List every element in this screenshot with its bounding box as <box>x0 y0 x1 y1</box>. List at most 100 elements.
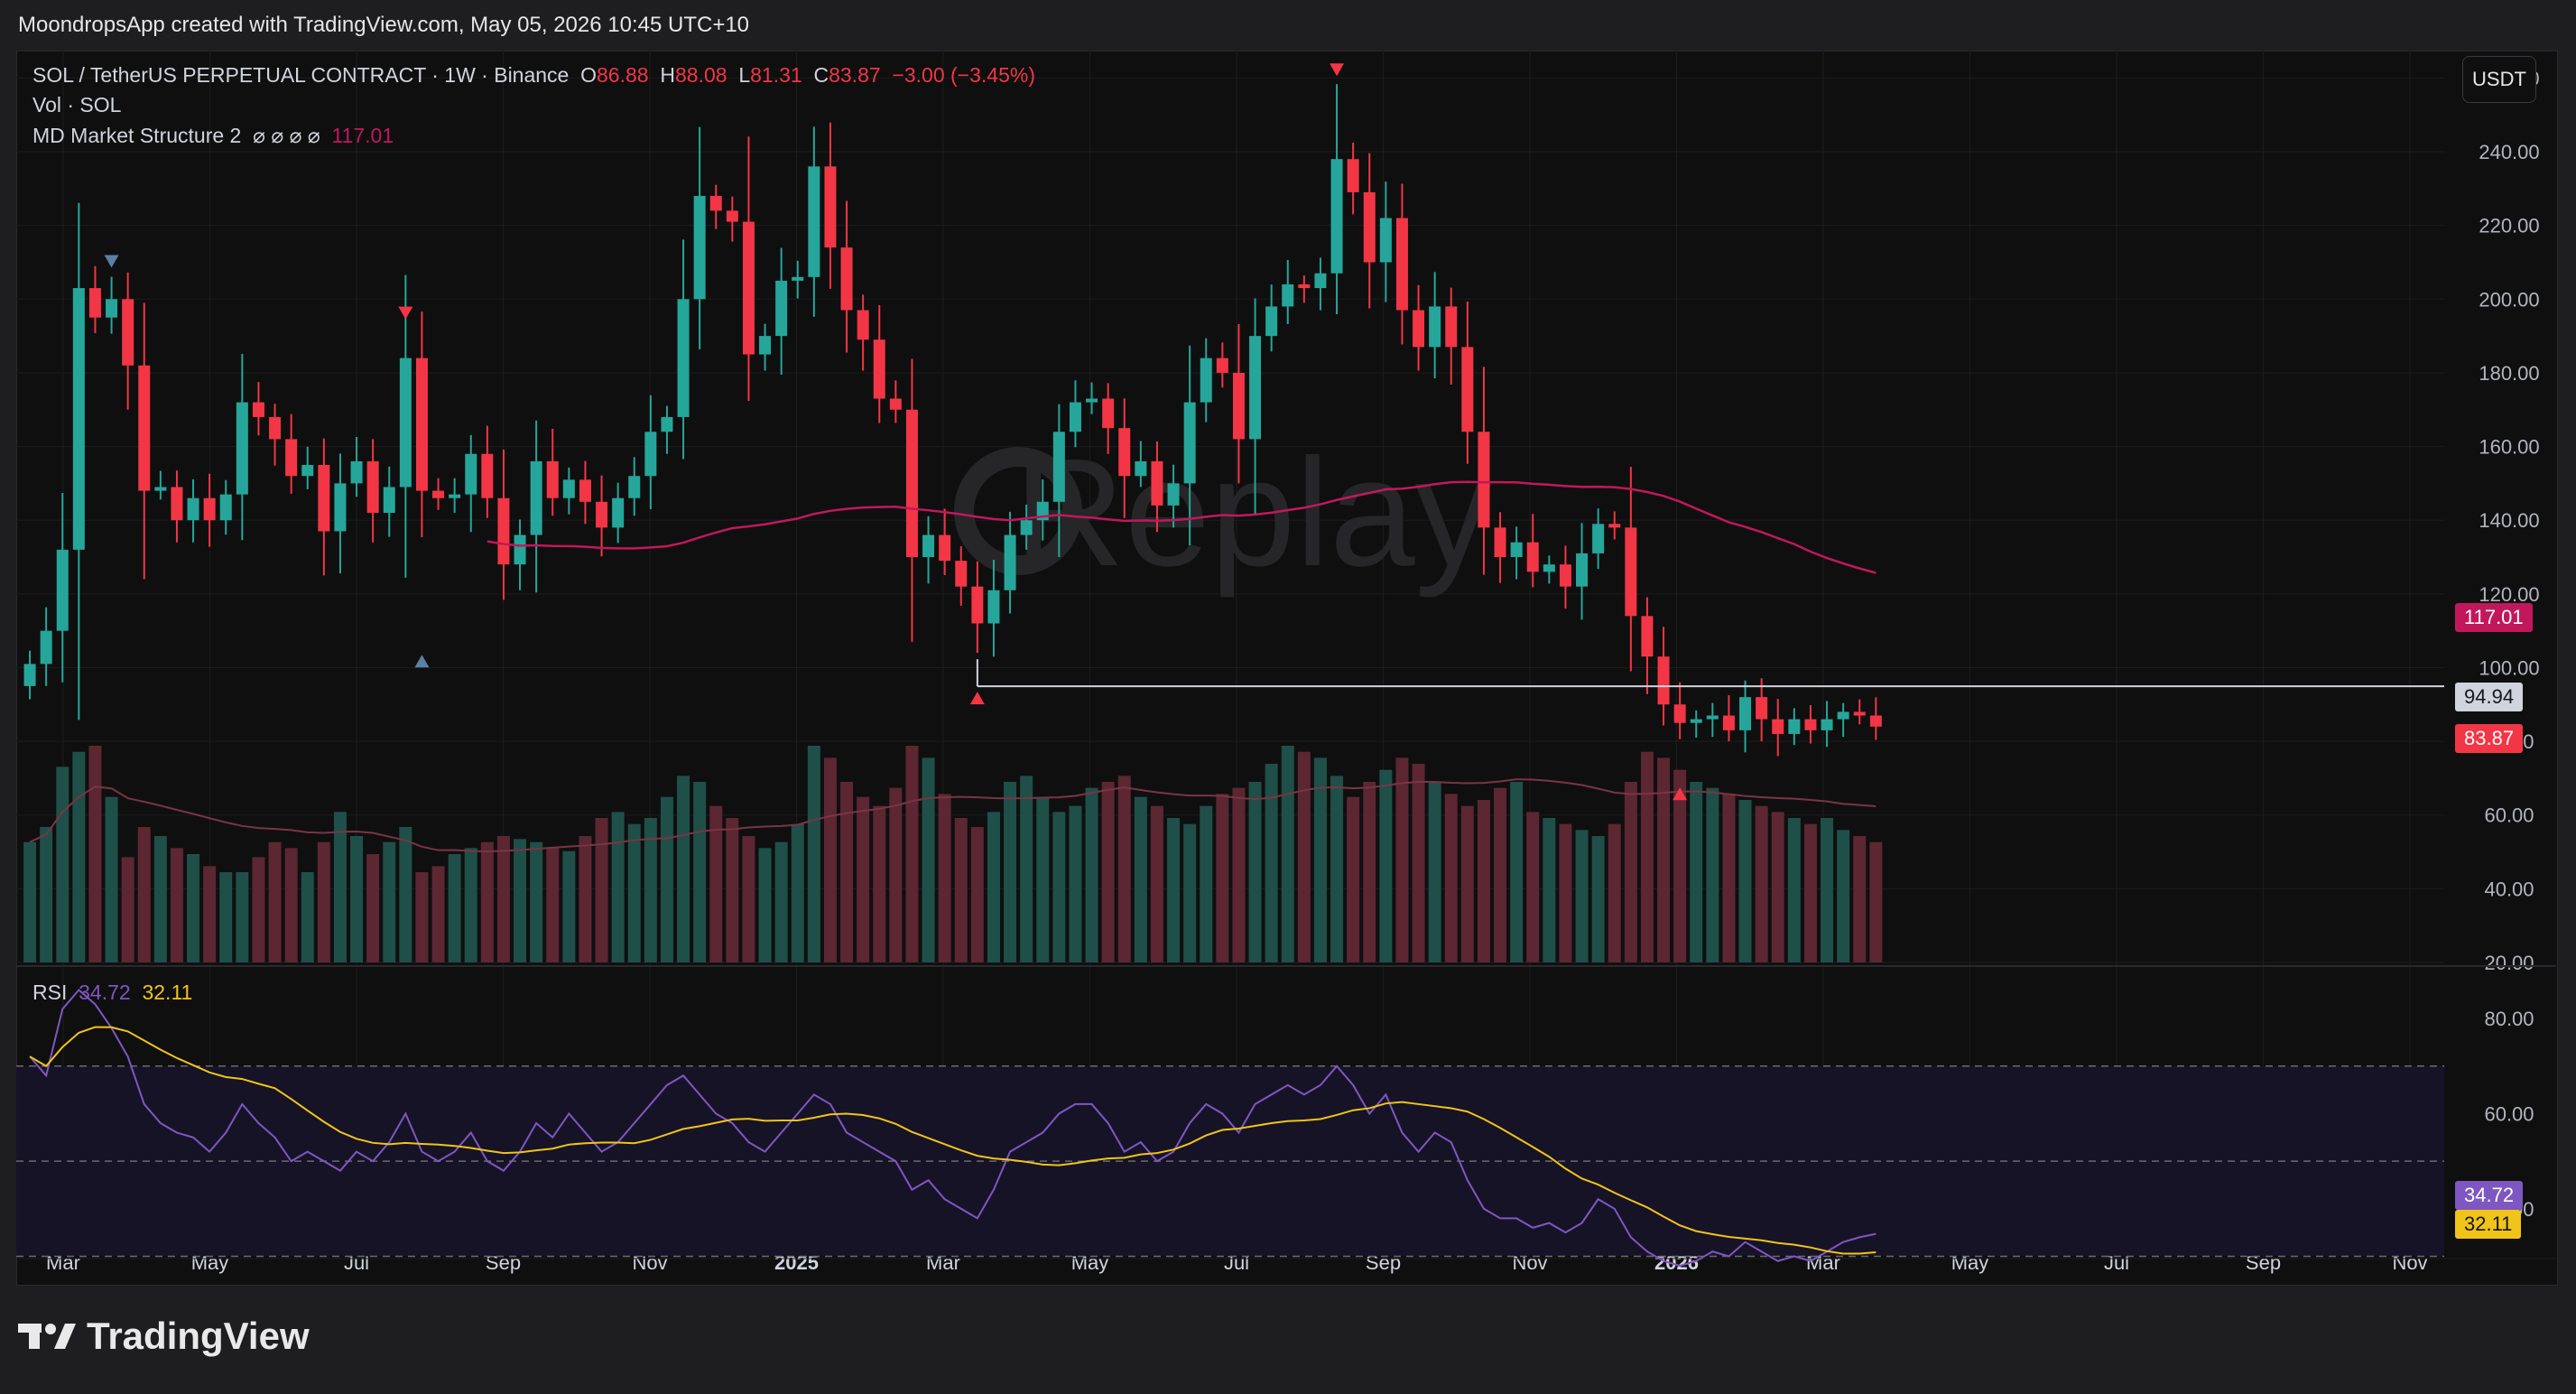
candle-body <box>432 490 445 498</box>
volume-legend[interactable]: Vol · SOL <box>32 93 122 116</box>
candle-body <box>726 210 738 222</box>
volume-bar <box>1494 787 1507 962</box>
volume-bar <box>693 782 707 962</box>
candle-body <box>1739 697 1752 730</box>
volume-bar <box>1821 818 1834 962</box>
symbol-legend[interactable]: SOL / TetherUS PERPETUAL CONTRACT · 1W ·… <box>32 63 1035 88</box>
price-axis-label: 100.00 <box>2479 656 2539 679</box>
candle-body <box>1020 520 1033 535</box>
candle-body <box>873 339 885 399</box>
indicator-legend[interactable]: MD Market Structure 2 ⌀ ⌀ ⌀ ⌀ 117.01 <box>32 124 394 148</box>
price-axis-label: 200.00 <box>2479 288 2539 311</box>
symbol-title[interactable]: SOL / TetherUS PERPETUAL CONTRACT · 1W ·… <box>32 63 570 87</box>
volume-bar <box>530 841 543 962</box>
volume-bar <box>448 854 461 962</box>
candle-body <box>596 501 608 528</box>
volume-bar <box>88 746 102 962</box>
volume-bar <box>742 836 755 962</box>
volume-bar <box>170 848 183 962</box>
candle-body <box>350 460 363 484</box>
volume-bar <box>970 827 984 962</box>
rsi-axis-label: 80.00 <box>2484 1008 2534 1030</box>
candle-body <box>1756 697 1768 720</box>
candle-body <box>644 432 657 477</box>
rsi-ma-line <box>29 1026 1876 1255</box>
swing-high-marker <box>104 255 119 268</box>
candle-body <box>1135 460 1147 477</box>
candle-body <box>546 460 559 498</box>
volume-bar <box>1869 841 1883 962</box>
volume-bar <box>137 827 151 962</box>
volume-bar <box>1543 818 1556 962</box>
volume-bar <box>1281 746 1294 962</box>
tradingview-logo-icon <box>18 1324 76 1349</box>
candle-body <box>171 487 183 521</box>
volume-bar <box>1265 764 1278 962</box>
candle-body <box>56 549 69 631</box>
candle-body <box>1722 715 1735 730</box>
volume-bar <box>1020 776 1033 962</box>
rsi-legend[interactable]: RSI 34.72 32.11 <box>32 980 192 1005</box>
swing-high-marker <box>1330 63 1345 77</box>
candle-body <box>1706 715 1719 720</box>
volume-bar <box>922 757 935 962</box>
candle-body <box>922 534 935 558</box>
candle-body <box>203 497 216 521</box>
tradingview-logo[interactable]: TradingView <box>18 1315 310 1358</box>
candle-body <box>562 479 575 498</box>
indicator-name: MD Market Structure 2 <box>32 124 242 147</box>
candle-body <box>1772 719 1784 734</box>
volume-bar <box>562 850 576 962</box>
volume-bar <box>1347 796 1360 962</box>
volume-bar <box>105 796 118 962</box>
volume-bar <box>791 823 804 962</box>
volume-bar <box>579 836 592 962</box>
candle-body <box>1413 310 1425 348</box>
volume-bar <box>1640 751 1654 962</box>
price-axis-label: 20.00 <box>2484 952 2534 974</box>
candle-body <box>1478 432 1490 528</box>
candle-body <box>497 497 510 565</box>
volume-bar <box>595 818 608 962</box>
volume-bar <box>1101 782 1115 962</box>
swing-high-marker <box>398 306 413 320</box>
volume-bar <box>1428 782 1441 962</box>
volume-bar <box>415 872 429 962</box>
candle-body <box>1510 542 1523 558</box>
open-label: O <box>580 63 598 87</box>
candle-body <box>1183 402 1196 484</box>
candle-body <box>677 299 690 417</box>
candle-body <box>269 416 282 440</box>
attribution-text: MoondropsApp created with TradingView.co… <box>18 13 750 37</box>
close-label: C <box>813 63 829 87</box>
candle-body <box>481 453 494 498</box>
candle-body <box>219 494 232 521</box>
volume-bar <box>938 794 951 962</box>
candle-body <box>1494 527 1506 558</box>
last-price-tag: 83.87 <box>2455 724 2524 753</box>
price-axis-label: 220.00 <box>2479 215 2539 237</box>
volume-bar <box>1624 782 1637 962</box>
volume-bar <box>758 848 772 962</box>
volume-bar <box>1526 812 1540 962</box>
price-axis-label: 120.00 <box>2479 583 2539 606</box>
volume-ma-line <box>29 778 1876 853</box>
candle-body <box>628 476 641 498</box>
volume-bar <box>23 841 37 962</box>
candle-body <box>1657 656 1670 705</box>
candle-body <box>1330 159 1343 274</box>
candle-body <box>1249 336 1262 440</box>
candle-body <box>301 464 314 477</box>
indicator-value: 117.01 <box>331 124 394 147</box>
candle-body <box>449 494 461 498</box>
volume-bar <box>252 857 265 962</box>
candle-body <box>1379 218 1392 263</box>
currency-button[interactable]: USDT <box>2462 56 2536 103</box>
candle-body <box>1625 527 1637 617</box>
candle-body <box>1347 159 1359 192</box>
candle-body <box>824 166 837 248</box>
volume-bar <box>1200 805 1213 962</box>
candle-body <box>383 487 395 514</box>
price-chart[interactable]: 260.00240.00220.00200.00180.00160.00140.… <box>16 51 2556 1284</box>
rsi-value-tag: 34.72 <box>2455 1181 2524 1210</box>
